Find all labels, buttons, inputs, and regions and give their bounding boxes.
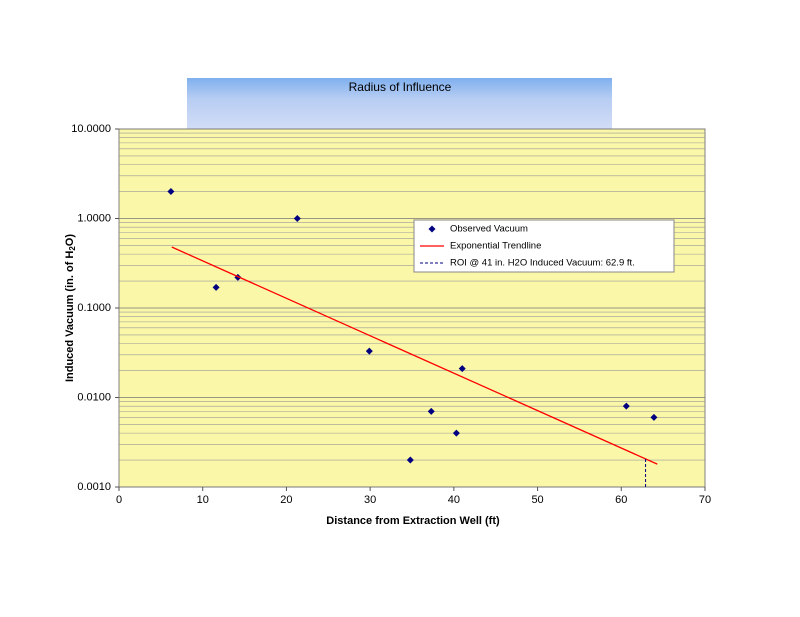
data-point bbox=[458, 365, 466, 373]
data-point bbox=[622, 402, 630, 410]
data-point bbox=[365, 347, 373, 355]
y-tick-label: 0.0100 bbox=[77, 391, 111, 403]
data-point bbox=[293, 215, 301, 222]
data-point bbox=[167, 188, 175, 196]
y-tick-label: 0.0010 bbox=[77, 481, 111, 493]
x-tick-label: 70 bbox=[699, 494, 711, 506]
y-label-part: Induced Vacuum (in. of H bbox=[64, 251, 76, 382]
y-label-sub: 2 bbox=[68, 246, 77, 251]
y-label-part: O) bbox=[64, 234, 76, 247]
trend-line bbox=[171, 246, 658, 465]
legend-box bbox=[413, 219, 675, 273]
data-point bbox=[452, 429, 460, 437]
x-tick-label: 30 bbox=[364, 494, 376, 506]
data-point bbox=[406, 456, 414, 464]
x-tick-label: 0 bbox=[116, 494, 122, 506]
data-point bbox=[427, 407, 435, 415]
y-axis-label: Induced Vacuum (in. of H2O) bbox=[64, 234, 77, 382]
x-tick-label: 60 bbox=[615, 494, 627, 506]
data-point bbox=[212, 283, 220, 291]
x-tick-label: 20 bbox=[280, 494, 292, 506]
y-tick-label: 10.0000 bbox=[71, 123, 111, 135]
legend-marker bbox=[428, 225, 436, 233]
y-tick-label: 1.0000 bbox=[77, 212, 111, 224]
x-axis-label: Distance from Extraction Well (ft) bbox=[326, 515, 500, 527]
legend-label: ROI @ 41 in. H2O Induced Vacuum: 62.9 ft… bbox=[450, 258, 635, 269]
title-box bbox=[187, 78, 612, 137]
legend-label: Observed Vacuum bbox=[450, 224, 528, 235]
x-tick-label: 10 bbox=[197, 494, 209, 506]
x-tick-label: 40 bbox=[448, 494, 460, 506]
chart-title: Radius of Influence bbox=[349, 80, 452, 94]
y-tick-label: 0.1000 bbox=[77, 302, 111, 314]
legend-label: Exponential Trendline bbox=[450, 241, 541, 252]
x-tick-label: 50 bbox=[531, 494, 543, 506]
data-point bbox=[650, 413, 658, 421]
